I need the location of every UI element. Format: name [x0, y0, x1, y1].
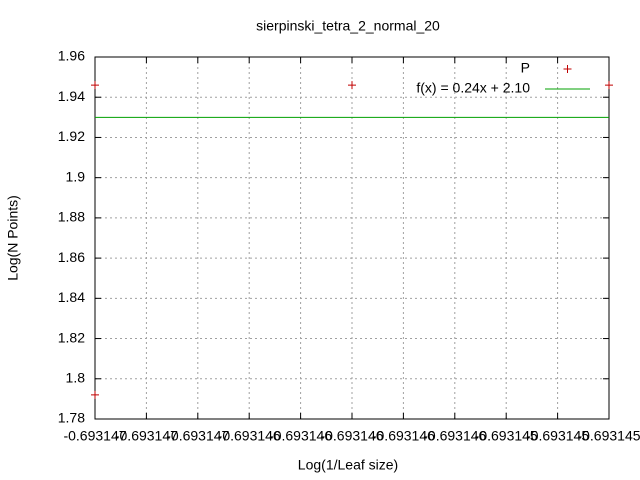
- y-tick-label: 1.96: [58, 48, 85, 64]
- y-axis-label: Log(N Points): [5, 195, 21, 281]
- point: [605, 81, 613, 90]
- x-axis-label: Log(1/Leaf size): [298, 457, 398, 473]
- x-tick-label: -0.693146: [423, 428, 486, 444]
- y-tick-label: 1.82: [58, 329, 85, 345]
- plot-frame: [94, 56, 610, 420]
- y-tick-label: 1.94: [58, 88, 85, 104]
- x-tick-label: -0.693147: [63, 428, 126, 444]
- x-tick-label: -0.693146: [372, 428, 435, 444]
- y-tick-label: 1.9: [66, 168, 86, 184]
- x-tick-label: -0.693146: [218, 428, 281, 444]
- chart-title: sierpinski_tetra_2_normal_20: [256, 18, 440, 34]
- x-tick-label: -0.693145: [475, 428, 538, 444]
- legend-label: P: [521, 60, 530, 76]
- y-tick-label: 1.88: [58, 209, 85, 225]
- y-tick-label: 1.8: [66, 369, 86, 385]
- x-tick-label: -0.693146: [320, 428, 383, 444]
- y-tick-label: 1.86: [58, 249, 85, 265]
- x-tick-label: -0.693147: [166, 428, 229, 444]
- legend-swatch: [563, 65, 572, 73]
- point: [91, 81, 99, 90]
- x-tick-label: -0.693146: [269, 428, 332, 444]
- y-tick-label: 1.92: [58, 128, 85, 144]
- legend-label: f(x) = 0.24x + 2.10: [416, 80, 530, 96]
- point: [91, 390, 99, 399]
- x-tick-label: -0.693145: [526, 428, 589, 444]
- x-tick-label: -0.693147: [115, 428, 178, 444]
- y-tick-label: 1.78: [58, 410, 85, 426]
- y-tick-label: 1.84: [58, 289, 85, 305]
- point: [348, 81, 356, 90]
- x-tick-label: -0.693145: [577, 428, 640, 444]
